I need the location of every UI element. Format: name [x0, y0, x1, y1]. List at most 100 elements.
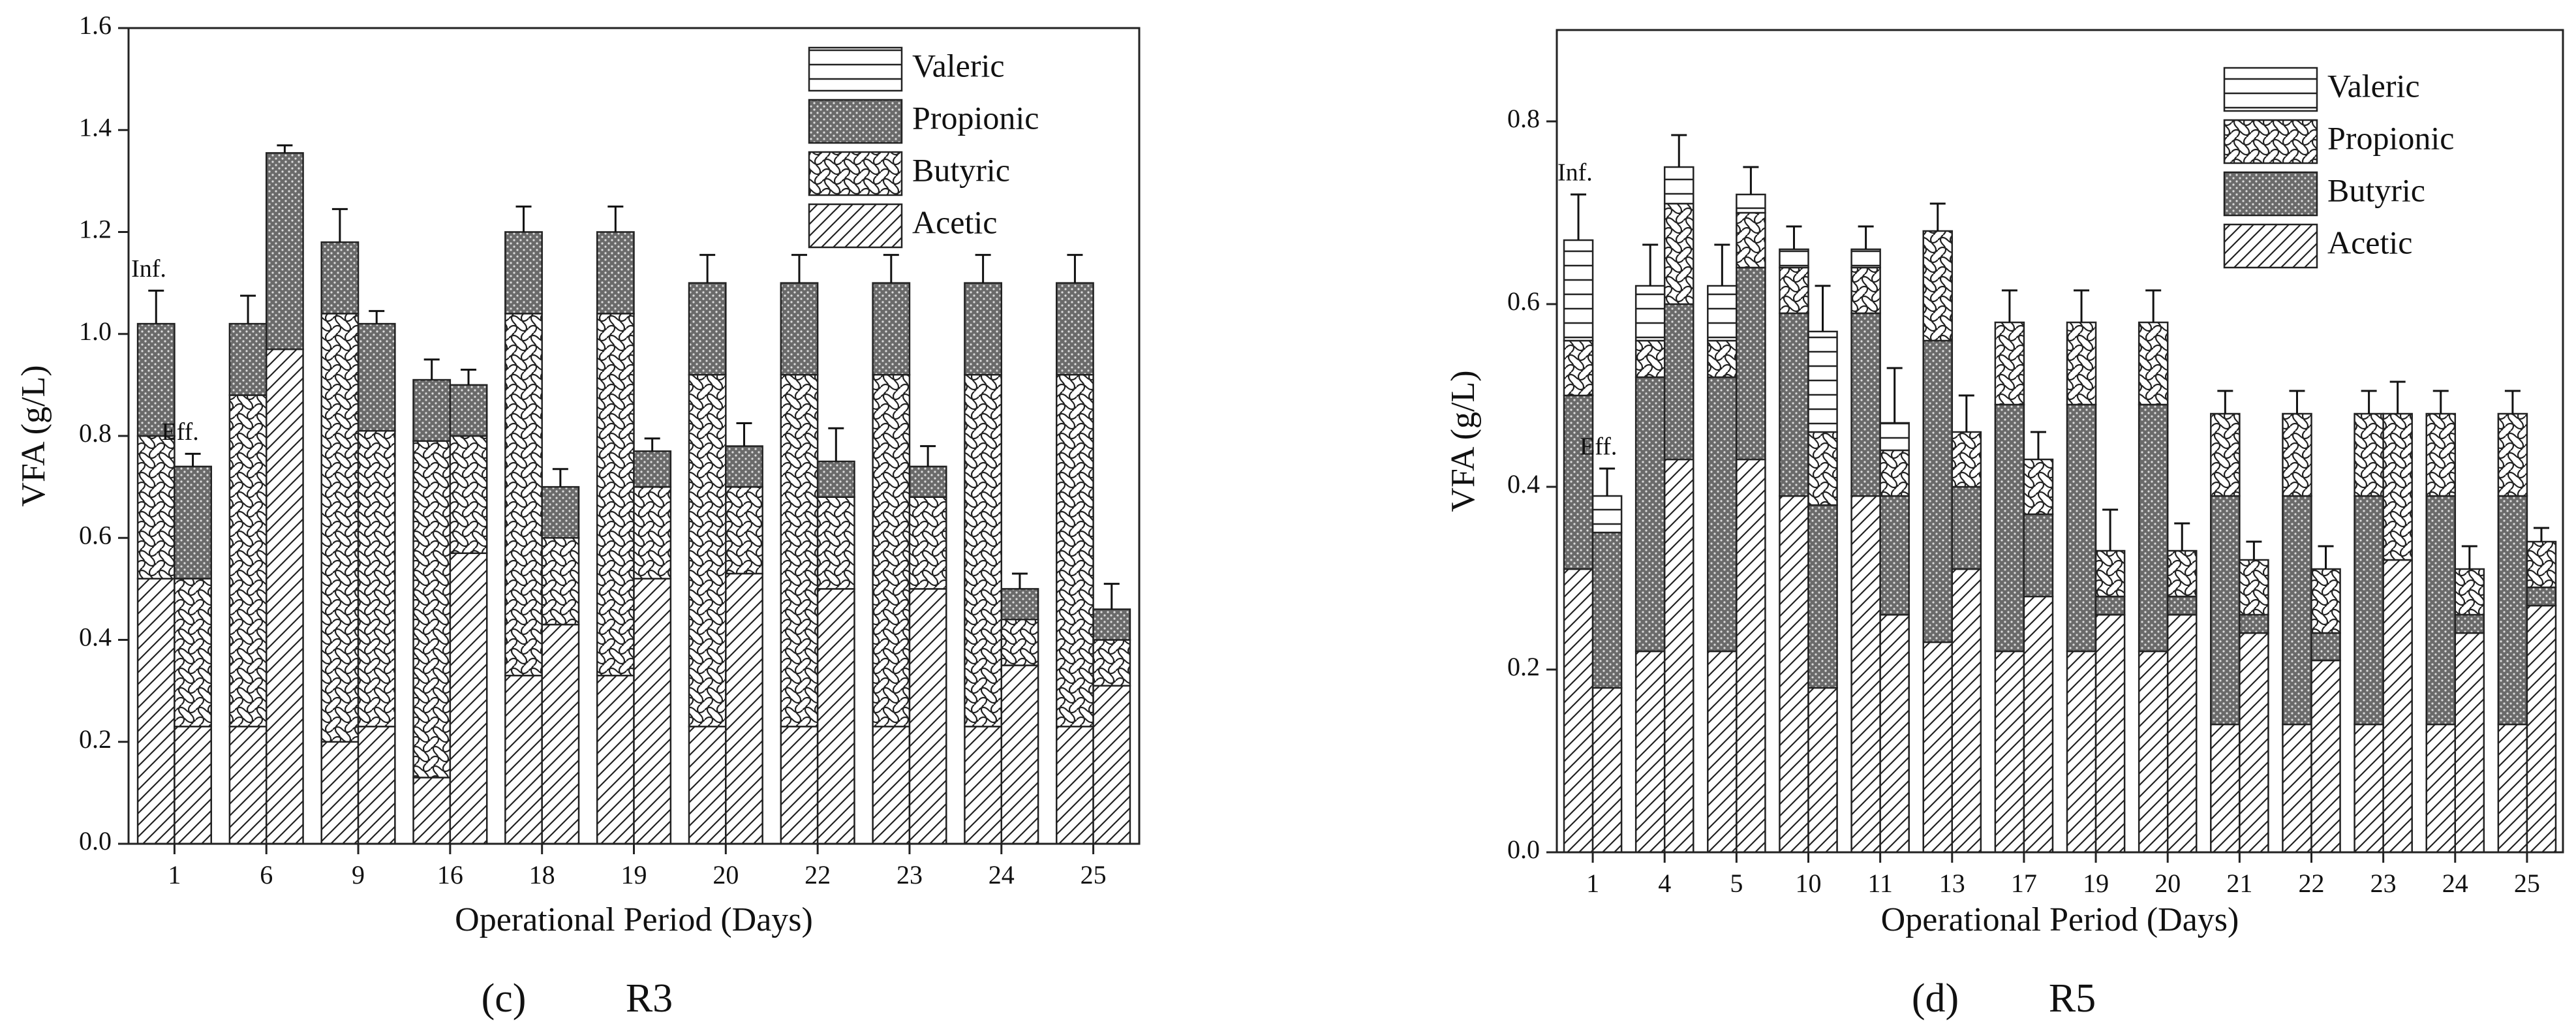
- error-bar: [1011, 572, 1028, 589]
- bar-segment: [2023, 513, 2054, 598]
- bar-segment: [2239, 559, 2269, 616]
- bar-segment: [1879, 613, 1910, 854]
- y-tick-label: 0.8: [79, 418, 112, 448]
- bar-segment: [265, 152, 304, 350]
- bar-segment: [541, 537, 580, 626]
- error-bar: [699, 254, 716, 283]
- bar-segment: [136, 578, 176, 845]
- bar-segment: [228, 394, 268, 728]
- bar-segment: [2023, 595, 2054, 854]
- bar-segment: [816, 460, 855, 498]
- error-bar: [975, 254, 991, 283]
- bar-segment: [2310, 568, 2341, 634]
- bar-segment: [541, 486, 580, 539]
- bar-segment: [320, 313, 360, 743]
- caption-label: (d): [1912, 976, 1959, 1021]
- bar-segment: [1879, 422, 1910, 452]
- y-tick-label: 0.4: [1507, 469, 1540, 499]
- bar-segment: [449, 435, 488, 554]
- bar-segment: [2354, 412, 2384, 497]
- bar-segment: [357, 726, 396, 845]
- bar-segment: [872, 374, 911, 728]
- error-bar: [2289, 390, 2305, 414]
- x-tick-label: 19: [621, 860, 647, 889]
- bar-segment: [1879, 449, 1910, 497]
- legend-swatch: [808, 151, 903, 196]
- bar-segment: [2454, 568, 2485, 616]
- error-bar: [2461, 545, 2477, 569]
- error-bar: [1103, 583, 1120, 610]
- x-tick-label: 17: [2011, 869, 2037, 898]
- legend-label: Acetic: [912, 204, 997, 240]
- bar-segment: [872, 726, 911, 845]
- bar-segment: [1951, 568, 1982, 854]
- bar-segment: [320, 241, 360, 315]
- bar-segment: [1850, 248, 1881, 269]
- bar-segment: [2310, 632, 2341, 662]
- bar-segment: [633, 486, 672, 579]
- bar-segment: [688, 282, 727, 376]
- bar-segment: [725, 486, 763, 575]
- bar-segment: [1922, 339, 1954, 643]
- error-bar: [2361, 390, 2377, 414]
- legend-swatch: [2223, 67, 2318, 112]
- error-bar: [1714, 243, 1730, 286]
- bar-segment: [2210, 495, 2241, 726]
- y-axis-title: VFA (g/L): [1445, 370, 1482, 512]
- bar-segment: [780, 726, 819, 845]
- bar-segment: [2454, 613, 2485, 634]
- bar-segment: [1591, 531, 1623, 689]
- error-bar: [2246, 540, 2262, 560]
- legend-label: Valeric: [2327, 67, 2420, 104]
- bar-segment: [1563, 394, 1594, 570]
- bar-segment: [1056, 374, 1094, 728]
- error-bar: [331, 208, 348, 243]
- bar-segment: [1736, 211, 1766, 269]
- bar-segment: [1634, 376, 1666, 653]
- bar-segment: [1000, 588, 1039, 621]
- y-tick-label: 0.6: [1507, 286, 1540, 316]
- bar-segment: [2526, 540, 2557, 589]
- x-tick-label: 23: [897, 860, 923, 889]
- error-bar: [2504, 390, 2521, 414]
- bar-segment: [1092, 608, 1131, 641]
- bar-segment: [964, 726, 1003, 845]
- bar-segment: [1056, 726, 1094, 845]
- x-tick-label: 10: [1796, 869, 1822, 898]
- x-tick-label: 22: [805, 860, 831, 889]
- bar-segment: [1951, 486, 1982, 570]
- error-bar: [644, 437, 660, 452]
- error-bar: [883, 254, 899, 283]
- bar-segment: [1951, 431, 1982, 488]
- x-tick-label: 1: [168, 860, 181, 889]
- error-bar: [1743, 166, 1759, 194]
- bar-segment: [2382, 559, 2413, 854]
- y-tick-label: 0.2: [79, 724, 112, 754]
- bar-segment: [725, 445, 763, 488]
- bar-segment: [780, 282, 819, 376]
- y-tick-label: 1.6: [79, 10, 112, 40]
- error-bar: [1671, 134, 1687, 167]
- x-tick-label: 24: [2442, 869, 2468, 898]
- y-tick-label: 0.6: [79, 520, 112, 549]
- x-tick-label: 25: [1081, 860, 1107, 889]
- bar-segment: [1736, 458, 1766, 854]
- bar-segment: [2497, 723, 2528, 854]
- bar-segment: [1994, 403, 2025, 653]
- bar-segment: [688, 374, 727, 728]
- legend-label: Butyric: [912, 151, 1010, 188]
- error-bar: [185, 452, 201, 467]
- error-bar: [423, 358, 440, 380]
- bar-segment: [1779, 495, 1809, 854]
- error-bar: [2074, 289, 2090, 322]
- bar-segment: [2497, 495, 2528, 726]
- x-tick-label: 22: [2299, 869, 2325, 898]
- bar-segment: [2138, 403, 2169, 653]
- bar-segment: [541, 623, 580, 845]
- bar-segment: [1779, 312, 1809, 497]
- bar-segment: [2310, 659, 2341, 854]
- error-bar: [1786, 225, 1802, 249]
- plot-frame: [1556, 29, 2564, 854]
- error-bar: [277, 144, 293, 153]
- bar-segment: [964, 374, 1003, 728]
